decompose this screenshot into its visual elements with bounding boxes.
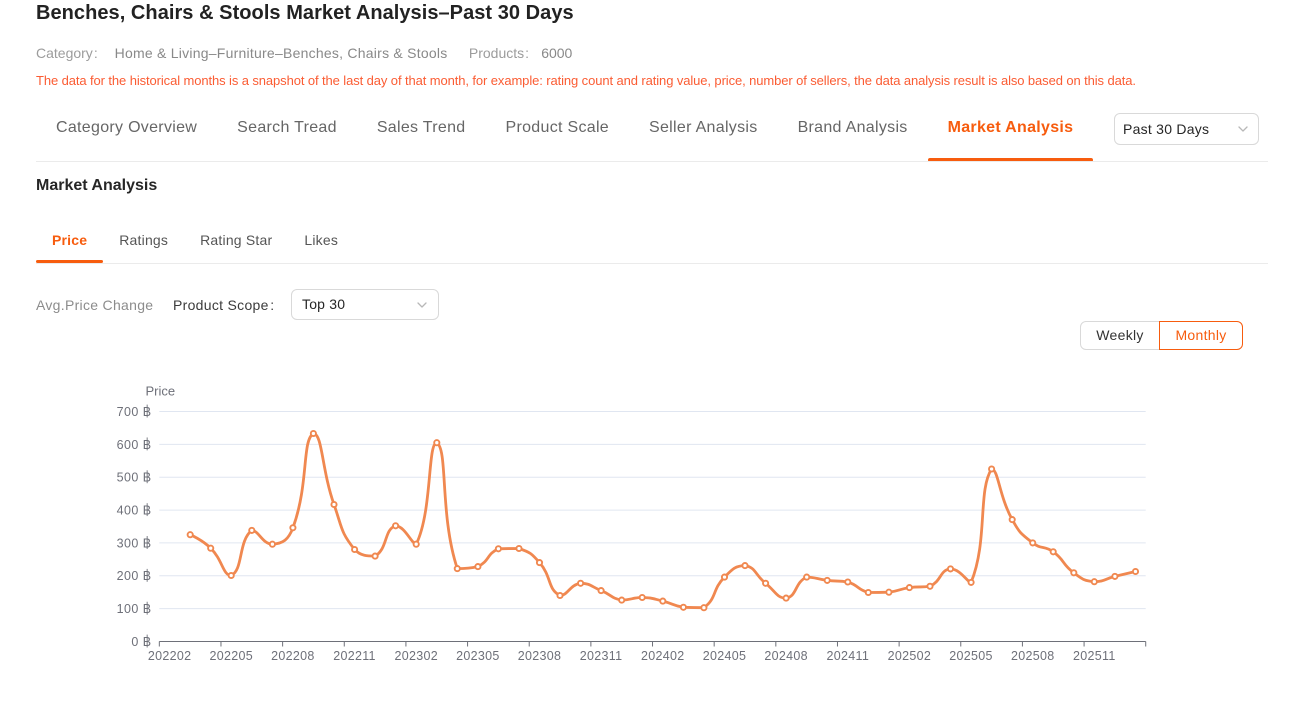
svg-text:600 B: 600 B [117,438,152,452]
svg-text:202305: 202305 [456,649,500,663]
svg-text:202208: 202208 [271,649,315,663]
svg-text:100 B: 100 B [117,602,152,616]
svg-text:202311: 202311 [580,649,623,663]
svg-text:202402: 202402 [641,649,685,663]
svg-text:202405: 202405 [703,649,747,663]
svg-text:202502: 202502 [888,649,932,663]
svg-text:202411: 202411 [827,649,870,663]
svg-text:Price: Price [146,384,176,399]
svg-text:202508: 202508 [1011,649,1055,663]
svg-text:202211: 202211 [333,649,376,663]
svg-text:202308: 202308 [518,649,562,663]
svg-text:202505: 202505 [949,649,993,663]
svg-text:400 B: 400 B [117,503,152,517]
svg-text:202202: 202202 [148,649,192,663]
svg-text:0 B: 0 B [131,635,151,649]
svg-text:300 B: 300 B [117,536,152,550]
svg-text:700 B: 700 B [117,405,152,419]
svg-text:200 B: 200 B [117,569,152,583]
svg-text:202408: 202408 [764,649,808,663]
svg-text:202302: 202302 [394,649,438,663]
svg-text:202511: 202511 [1073,649,1116,663]
svg-text:500 B: 500 B [117,471,152,485]
svg-text:202205: 202205 [209,649,253,663]
